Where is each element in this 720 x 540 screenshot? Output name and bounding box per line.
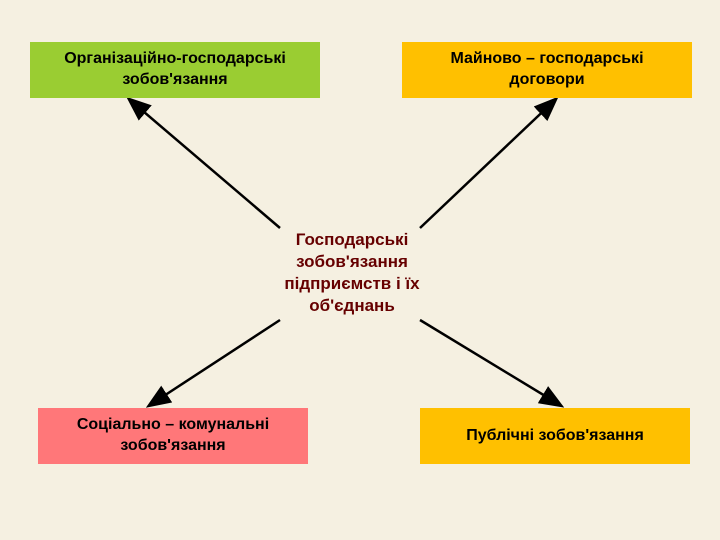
node-topright: Майново – господарські договори [402,42,692,98]
node-bottomright-label: Публічні зобов'язання [466,426,644,447]
node-center-label: Господарські зобов'язання підприємств і … [252,229,452,317]
node-center: Господарські зобов'язання підприємств і … [242,228,462,318]
node-topleft-label: Організаційно-господарські зобов'язання [40,49,310,91]
node-topleft: Організаційно-господарські зобов'язання [30,42,320,98]
node-topright-label: Майново – господарські договори [412,49,682,91]
node-bottomleft-label: Соціально – комунальні зобов'язання [48,415,298,457]
node-bottomleft: Соціально – комунальні зобов'язання [38,408,308,464]
node-bottomright: Публічні зобов'язання [420,408,690,464]
